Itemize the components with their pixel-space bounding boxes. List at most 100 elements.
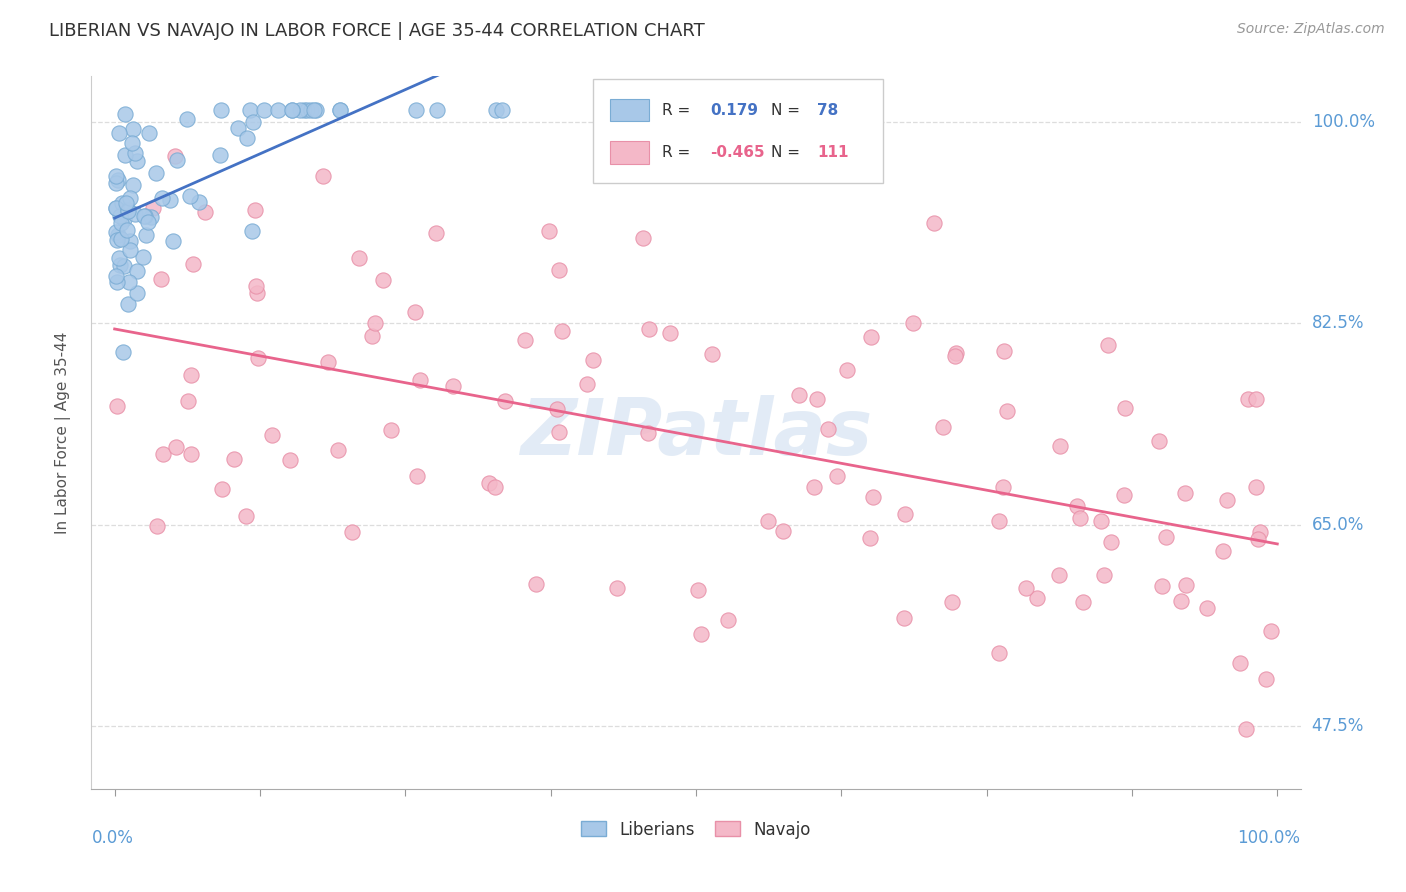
Point <box>181 257 204 271</box>
Point <box>149 271 172 285</box>
Point <box>772 524 794 538</box>
Point <box>1234 722 1257 736</box>
Point <box>105 176 128 190</box>
Text: 100.0%: 100.0% <box>1312 113 1375 131</box>
Point <box>478 476 501 491</box>
Point <box>245 203 267 218</box>
Point <box>631 231 654 245</box>
Point <box>107 173 129 187</box>
Point <box>245 285 267 300</box>
Point <box>105 202 128 216</box>
Point <box>1246 480 1268 494</box>
Point <box>239 103 262 118</box>
Point <box>756 514 779 528</box>
Point <box>1212 543 1234 558</box>
Point <box>1071 595 1094 609</box>
Point <box>142 201 165 215</box>
Point <box>125 153 148 168</box>
Point <box>1049 438 1071 452</box>
Point <box>110 232 132 246</box>
Point <box>1049 567 1071 582</box>
Point <box>932 420 955 434</box>
Point <box>124 145 146 160</box>
Point <box>281 103 304 118</box>
Point <box>180 447 202 461</box>
Point <box>347 251 370 265</box>
Point <box>260 427 283 442</box>
Point <box>404 304 426 318</box>
Point <box>491 103 513 118</box>
Point <box>235 508 257 523</box>
Point <box>484 480 506 494</box>
Text: -0.465: -0.465 <box>710 145 765 161</box>
Point <box>371 273 394 287</box>
Point <box>107 126 129 140</box>
Text: ZIPatlas: ZIPatlas <box>520 394 872 471</box>
Point <box>135 227 157 242</box>
Point <box>995 404 1018 418</box>
Point <box>360 328 382 343</box>
Point <box>117 297 139 311</box>
Point <box>124 207 146 221</box>
Point <box>441 379 464 393</box>
Point <box>825 469 848 483</box>
Point <box>1216 492 1239 507</box>
Text: 78: 78 <box>817 103 838 118</box>
Point <box>988 646 1011 660</box>
Point <box>134 209 156 223</box>
Point <box>180 368 202 383</box>
Point <box>637 426 659 441</box>
Point <box>125 285 148 300</box>
Text: LIBERIAN VS NAVAJO IN LABOR FORCE | AGE 35-44 CORRELATION CHART: LIBERIAN VS NAVAJO IN LABOR FORCE | AGE … <box>49 22 704 40</box>
Point <box>299 103 322 118</box>
Point <box>247 351 270 366</box>
Point <box>803 479 825 493</box>
Point <box>1092 568 1115 582</box>
Point <box>114 107 136 121</box>
Point <box>267 103 290 118</box>
Y-axis label: In Labor Force | Age 35-44: In Labor Force | Age 35-44 <box>55 332 70 533</box>
Point <box>104 201 127 215</box>
Point <box>166 153 188 168</box>
Text: 0.0%: 0.0% <box>91 829 134 847</box>
Point <box>328 442 350 457</box>
Point <box>208 148 231 162</box>
Point <box>107 228 129 243</box>
Point <box>302 103 325 118</box>
Point <box>717 614 740 628</box>
Point <box>104 169 127 183</box>
Point <box>329 103 352 118</box>
Point <box>859 330 882 344</box>
Point <box>1069 511 1091 525</box>
Point <box>1237 392 1260 406</box>
Point <box>179 188 201 202</box>
Point <box>112 259 135 273</box>
Point <box>108 209 131 223</box>
Point <box>288 103 311 118</box>
Point <box>176 112 198 127</box>
Point <box>281 103 304 118</box>
Point <box>380 423 402 437</box>
Point <box>152 447 174 461</box>
Point <box>122 122 145 136</box>
Point <box>1114 488 1136 502</box>
Point <box>165 149 187 163</box>
Point <box>145 166 167 180</box>
Point <box>987 514 1010 528</box>
FancyBboxPatch shape <box>610 99 648 121</box>
Point <box>121 178 143 193</box>
Point <box>112 212 135 227</box>
Point <box>1150 579 1173 593</box>
Point <box>114 148 136 162</box>
Text: 65.0%: 65.0% <box>1312 516 1364 533</box>
Point <box>127 263 149 277</box>
Point <box>575 377 598 392</box>
Point <box>117 203 139 218</box>
Point <box>211 482 233 496</box>
Point <box>114 203 136 218</box>
Point <box>340 524 363 539</box>
Point <box>110 216 132 230</box>
Point <box>524 577 547 591</box>
Point <box>105 399 128 413</box>
Point <box>1249 524 1271 539</box>
